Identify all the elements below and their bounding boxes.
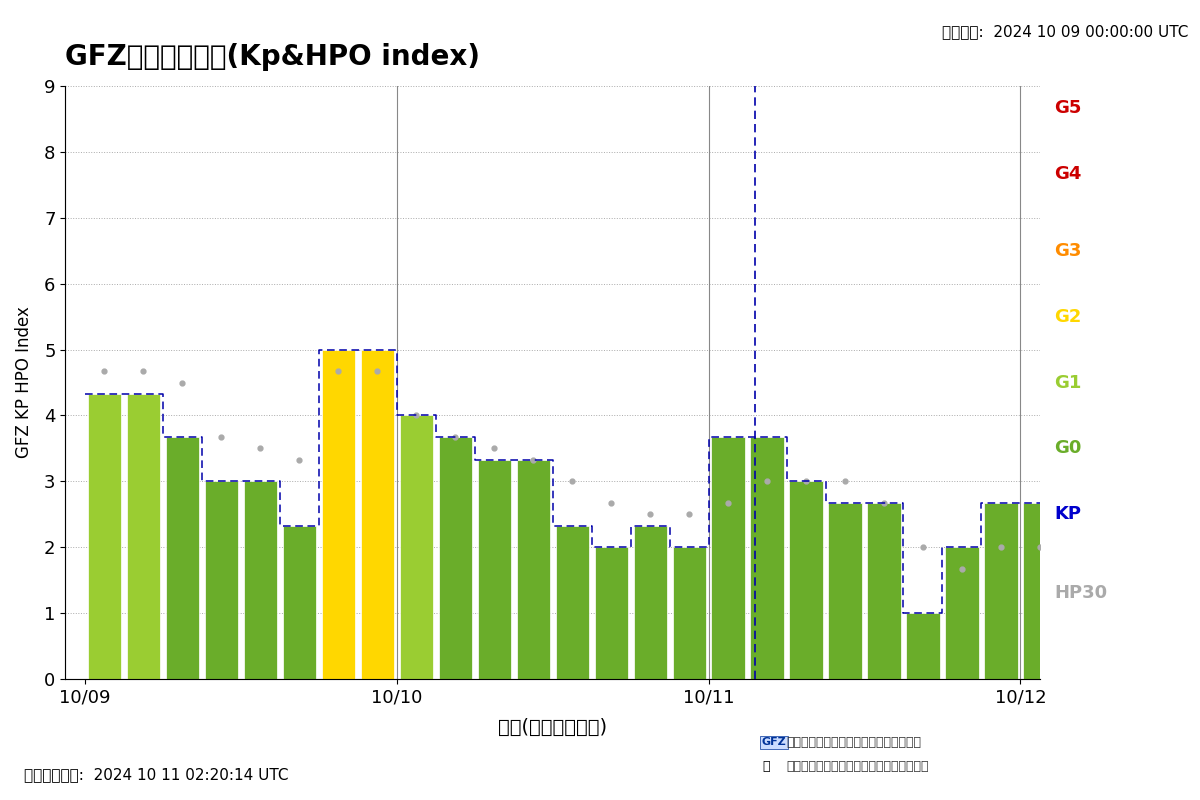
Text: G5: G5 (1055, 98, 1082, 117)
Text: GFZ地磁擾動指數(Kp&HPO index): GFZ地磁擾動指數(Kp&HPO index) (65, 43, 480, 71)
Bar (88, 394, 121, 679)
Bar (984, 503, 1018, 679)
Text: G0: G0 (1055, 439, 1082, 458)
Bar (868, 503, 900, 679)
Bar (1062, 526, 1096, 679)
Bar (556, 526, 589, 679)
Bar (1024, 503, 1056, 679)
Bar (712, 438, 745, 679)
Bar (244, 482, 277, 679)
Bar (946, 547, 978, 679)
Text: GFZ: GFZ (762, 738, 787, 747)
Bar (790, 482, 822, 679)
Text: 🔵: 🔵 (762, 760, 769, 773)
Bar (205, 482, 238, 679)
Text: G3: G3 (1055, 242, 1082, 260)
X-axis label: 日期(世界標準時間): 日期(世界標準時間) (498, 718, 607, 737)
Bar (478, 460, 511, 679)
Bar (283, 526, 316, 679)
Bar (516, 460, 550, 679)
Text: G4: G4 (1055, 165, 1082, 182)
Text: G1: G1 (1055, 374, 1082, 391)
Bar (439, 438, 472, 679)
Text: G2: G2 (1055, 307, 1082, 326)
Bar (322, 350, 355, 679)
Text: 德國國家地球科學研究中心提供相關指數: 德國國家地球科學研究中心提供相關指數 (786, 736, 922, 749)
Bar (1102, 547, 1134, 679)
Text: HP30: HP30 (1055, 585, 1108, 602)
Bar (634, 526, 667, 679)
Bar (1180, 526, 1200, 679)
Text: 開始時間:  2024 10 09 00:00:00 UTC: 開始時間: 2024 10 09 00:00:00 UTC (942, 24, 1188, 39)
Bar (594, 547, 628, 679)
Text: 交通部中央氣象署太空天氣作業辦公室繪製: 交通部中央氣象署太空天氣作業辦公室繪製 (786, 760, 929, 773)
Bar (361, 350, 394, 679)
Bar (127, 394, 160, 679)
Bar (672, 547, 706, 679)
Text: KP: KP (1055, 506, 1081, 523)
Bar (750, 438, 784, 679)
Bar (906, 614, 940, 679)
Bar (828, 503, 862, 679)
Bar (400, 415, 433, 679)
Text: 最新更新時間:  2024 10 11 02:20:14 UTC: 最新更新時間: 2024 10 11 02:20:14 UTC (24, 767, 288, 782)
Bar (166, 438, 199, 679)
Y-axis label: GFZ KP HPO Index: GFZ KP HPO Index (16, 306, 34, 458)
Bar (1140, 526, 1174, 679)
